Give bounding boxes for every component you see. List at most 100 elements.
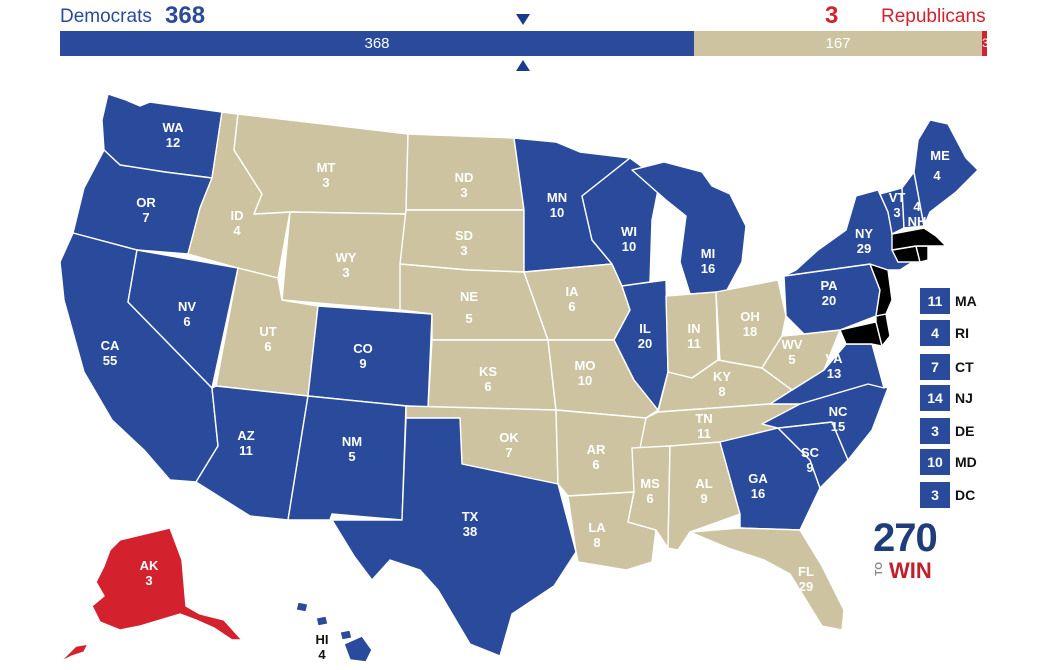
small-state-ev: 11 <box>920 288 950 314</box>
logo-number: 270 <box>873 516 938 560</box>
label-hi-ev: 4 <box>318 647 326 662</box>
label-vt-abbr: VT <box>889 190 906 205</box>
label-al-abbr: AL <box>695 476 712 491</box>
label-tx-ev: 38 <box>463 524 477 539</box>
label-fl-abbr: FL <box>798 564 814 579</box>
label-nh-abbr: NH <box>908 214 927 229</box>
label-in-ev: 11 <box>687 336 701 351</box>
state-mi[interactable] <box>631 161 747 295</box>
label-ga-ev: 16 <box>751 486 765 501</box>
state-nm[interactable] <box>287 395 407 521</box>
label-nc-abbr: NC <box>829 404 848 419</box>
state-ak[interactable] <box>91 527 243 641</box>
label-nm-ev: 5 <box>348 449 355 464</box>
label-me-abbr: ME <box>930 148 950 163</box>
label-ak-ev: 3 <box>145 573 152 588</box>
label-in-abbr: IN <box>688 321 701 336</box>
270towin-logo[interactable]: 270 TO WIN <box>873 516 953 584</box>
label-ky-abbr: KY <box>713 369 731 384</box>
label-sc-ev: 9 <box>806 460 813 475</box>
label-mt-ev: 3 <box>322 175 329 190</box>
state-hi-maui[interactable] <box>339 629 353 641</box>
small-state-ev: 3 <box>920 418 950 444</box>
label-ak-abbr: AK <box>140 558 159 573</box>
small-state-abbr: DC <box>955 487 976 503</box>
state-fl[interactable] <box>689 527 845 631</box>
label-oh-abbr: OH <box>740 309 760 324</box>
state-vt[interactable] <box>879 187 905 235</box>
label-ok-ev: 7 <box>505 445 512 460</box>
label-mi-abbr: MI <box>701 246 715 261</box>
small-state-abbr: NJ <box>955 390 973 406</box>
small-state-ev: 7 <box>920 354 950 380</box>
label-al-ev: 9 <box>700 491 707 506</box>
label-wv-ev: 5 <box>788 352 795 367</box>
label-pa-abbr: PA <box>820 278 838 293</box>
state-labels: WA 12 OR 7 CA 55 NV 6 ID 4 MT 3 WY 3 UT … <box>101 120 950 662</box>
label-ms-ev: 6 <box>646 491 653 506</box>
label-nh-ev: 4 <box>913 199 921 214</box>
label-mo-abbr: MO <box>575 358 596 373</box>
label-nc-ev: 15 <box>831 419 845 434</box>
label-ca-abbr: CA <box>101 338 120 353</box>
label-ks-ev: 6 <box>484 379 491 394</box>
state-co[interactable] <box>307 305 433 409</box>
label-sc-abbr: SC <box>801 445 820 460</box>
label-tn-abbr: TN <box>695 411 712 426</box>
270-marker-up-icon <box>516 60 530 71</box>
label-ok-abbr: OK <box>499 430 519 445</box>
label-pa-ev: 20 <box>822 293 836 308</box>
label-wy-abbr: WY <box>336 250 357 265</box>
label-ny-abbr: NY <box>855 226 873 241</box>
state-ma[interactable] <box>891 227 947 251</box>
label-oh-ev: 18 <box>743 324 757 339</box>
state-hi-big-island[interactable] <box>343 635 373 663</box>
state-va[interactable] <box>769 343 885 405</box>
label-vt-ev: 3 <box>893 205 900 220</box>
logo-to: TO <box>874 562 885 576</box>
electoral-tally-bar: 368 167 3 <box>60 31 987 56</box>
small-state-abbr: MA <box>955 293 977 309</box>
label-ga-abbr: GA <box>748 471 768 486</box>
label-ny-ev: 29 <box>857 241 871 256</box>
small-state-ev: 4 <box>920 320 950 346</box>
small-state-ev: 14 <box>920 385 950 411</box>
small-state-abbr: CT <box>955 359 974 375</box>
label-or-ev: 7 <box>142 210 149 225</box>
state-hi[interactable] <box>295 601 309 613</box>
label-ne-ev: 5 <box>465 311 472 326</box>
label-ia-ev: 6 <box>568 299 575 314</box>
state-hi-oahu[interactable] <box>315 615 329 627</box>
label-sd-ev: 3 <box>460 243 467 258</box>
label-co-abbr: CO <box>353 341 373 356</box>
label-az-abbr: AZ <box>237 428 254 443</box>
label-mt-abbr: MT <box>317 160 336 175</box>
label-sd-abbr: SD <box>455 228 473 243</box>
state-tx[interactable] <box>331 417 577 657</box>
tally-tossup-segment: 167 <box>694 31 982 56</box>
label-wi-ev: 10 <box>622 239 636 254</box>
label-ne-abbr: NE <box>460 289 478 304</box>
label-ca-ev: 55 <box>103 353 117 368</box>
label-va-abbr: VA <box>825 351 843 366</box>
state-md[interactable] <box>839 321 883 347</box>
tally-rep-segment: 3 <box>982 31 987 56</box>
label-mn-abbr: MN <box>547 190 567 205</box>
small-state-abbr: MD <box>955 454 977 470</box>
state-me[interactable] <box>913 119 979 227</box>
label-ar-ev: 6 <box>592 457 599 472</box>
label-hi-abbr: HI <box>316 632 329 647</box>
democrats-label: Democrats <box>60 6 152 27</box>
label-or-abbr: OR <box>136 195 156 210</box>
label-mi-ev: 16 <box>701 261 715 276</box>
state-ak-island[interactable] <box>59 643 89 663</box>
label-wa-ev: 12 <box>166 135 180 150</box>
label-mo-ev: 10 <box>578 373 592 388</box>
label-la-abbr: LA <box>588 520 606 535</box>
label-ia-abbr: IA <box>566 284 580 299</box>
label-ms-abbr: MS <box>640 476 660 491</box>
label-tn-ev: 11 <box>697 426 711 441</box>
label-id-ev: 4 <box>233 223 241 238</box>
label-mn-ev: 10 <box>550 205 564 220</box>
